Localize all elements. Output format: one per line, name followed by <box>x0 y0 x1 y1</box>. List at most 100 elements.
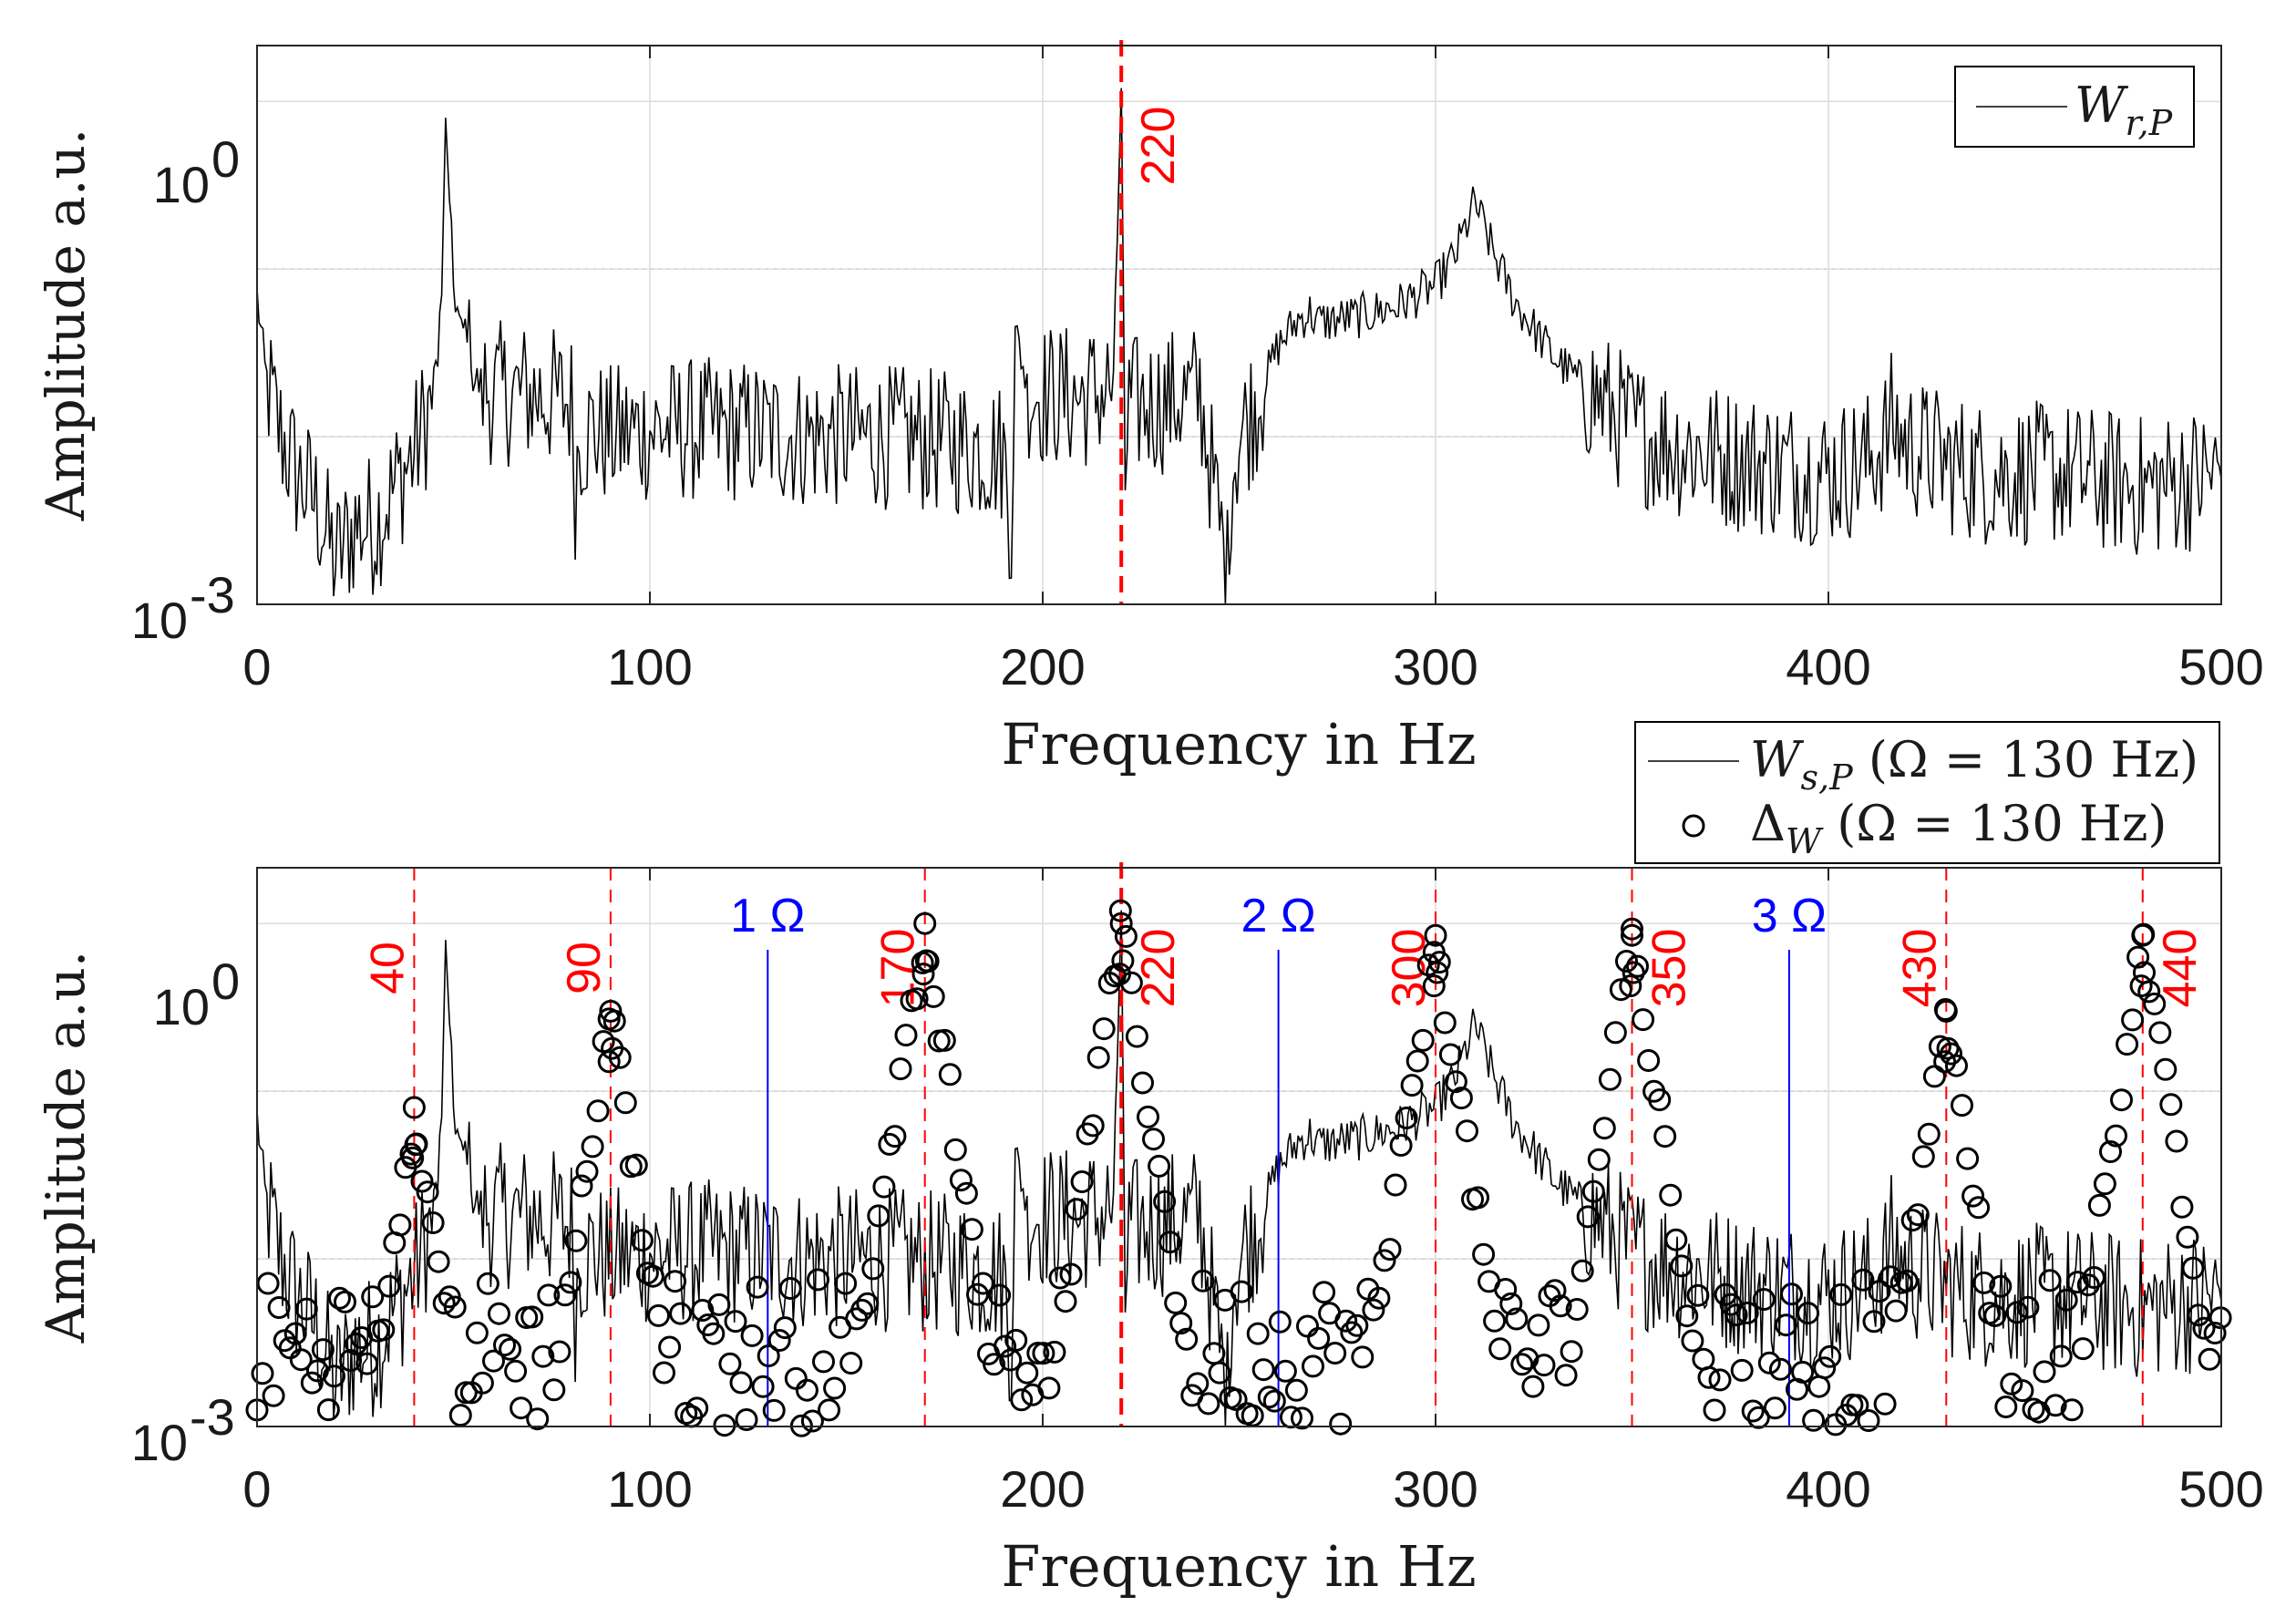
delta-w-marker-185 <box>1262 1389 1286 1413</box>
delta-w-marker-212 <box>1411 1028 1435 1052</box>
delta-w-marker-338 <box>2105 1124 2127 1148</box>
delta-w-marker-182 <box>1246 1322 1270 1345</box>
delta-w-marker-130 <box>960 1218 983 1241</box>
delta-w-marker-89 <box>735 1408 758 1431</box>
delta-w-marker-93 <box>757 1344 780 1367</box>
bottom-x-ticks: 0 100 200 300 400 500 <box>242 868 2264 1518</box>
delta-w-marker-187 <box>1273 1359 1297 1383</box>
delta-w-marker-207 <box>1384 1173 1407 1197</box>
delta-w-marker-116 <box>883 1125 907 1148</box>
delta-w-marker-211 <box>1405 1049 1429 1073</box>
delta-w-marker-317 <box>1989 1274 2013 1298</box>
delta-w-marker-67 <box>613 1091 637 1115</box>
delta-w-marker-20 <box>355 1352 379 1375</box>
delta-w-marker-190 <box>1291 1406 1313 1430</box>
delta-w-marker-138 <box>1004 1328 1028 1352</box>
delta-w-marker-303 <box>1911 1145 1935 1169</box>
delta-w-marker-227 <box>1494 1278 1518 1301</box>
delta-w-marker-376 <box>1934 999 1958 1023</box>
delta-w-marker-46 <box>499 1337 522 1361</box>
delta-w-marker-4 <box>267 1296 291 1319</box>
delta-w-marker-97 <box>778 1277 802 1300</box>
delta-w-marker-206 <box>1378 1238 1402 1262</box>
delta-w-marker-250 <box>1621 917 1643 941</box>
bottom-annotation-label-7: 440 <box>2154 929 2207 1008</box>
delta-w-marker-341 <box>2121 1008 2145 1032</box>
delta-w-marker-161 <box>1131 1071 1154 1095</box>
delta-w-marker-85 <box>713 1414 736 1437</box>
delta-w-marker-128 <box>949 1169 973 1192</box>
delta-w-marker-292 <box>1851 1268 1875 1292</box>
delta-w-marker-52 <box>531 1344 555 1368</box>
delta-w-marker-360 <box>401 1146 425 1169</box>
delta-w-marker-167 <box>1164 1291 1188 1314</box>
delta-w-marker-346 <box>2148 1021 2172 1045</box>
delta-w-marker-83 <box>702 1322 726 1345</box>
delta-w-marker-259 <box>1670 1254 1694 1278</box>
top-xtick-label-2: 200 <box>1000 638 1085 695</box>
delta-w-marker-144 <box>1037 1376 1061 1400</box>
delta-w-marker-369 <box>1108 963 1131 986</box>
delta-w-marker-312 <box>1961 1184 1985 1208</box>
delta-w-marker-209 <box>1395 1107 1418 1129</box>
delta-w-marker-222 <box>1467 1186 1489 1210</box>
delta-w-marker-319 <box>2000 1372 2023 1396</box>
top-x-ticks: 0 100 200 300 400 500 <box>242 46 2264 695</box>
delta-w-marker-51 <box>526 1407 550 1431</box>
delta-w-marker-239 <box>1560 1340 1583 1364</box>
delta-w-marker-348 <box>2159 1093 2183 1117</box>
delta-w-marker-321 <box>2011 1379 2034 1403</box>
delta-w-marker-362 <box>601 1036 624 1060</box>
delta-w-marker-94 <box>762 1398 786 1422</box>
delta-w-marker-298 <box>1884 1299 1908 1323</box>
delta-w-marker-203 <box>1362 1298 1385 1322</box>
delta-w-marker-339 <box>2110 1088 2133 1112</box>
delta-w-marker-126 <box>938 1063 962 1087</box>
delta-w-marker-114 <box>872 1175 896 1199</box>
delta-w-marker-330 <box>2060 1398 2084 1422</box>
delta-w-marker-210 <box>1400 1074 1424 1097</box>
delta-w-marker-258 <box>1664 1228 1688 1251</box>
delta-w-marker-279 <box>1780 1282 1803 1306</box>
top-ytick-label-1: 10 <box>131 592 188 649</box>
delta-w-marker-146 <box>1048 1266 1072 1290</box>
delta-w-marker-149 <box>1065 1198 1088 1221</box>
delta-w-marker-219 <box>1449 1087 1473 1110</box>
delta-w-marker-255 <box>1648 1088 1672 1112</box>
top-legend-label: Wr,P <box>2075 77 2174 143</box>
delta-w-marker-296 <box>1873 1392 1897 1416</box>
delta-w-marker-349 <box>2165 1129 2188 1153</box>
top-line-path <box>256 88 2222 605</box>
delta-w-marker-337 <box>2099 1140 2122 1163</box>
delta-w-marker-154 <box>1092 1017 1116 1041</box>
delta-w-marker-102 <box>807 1268 829 1292</box>
delta-w-marker-377 <box>1936 1036 1960 1060</box>
delta-w-marker-282 <box>1797 1302 1820 1325</box>
delta-w-marker-241 <box>1570 1259 1594 1282</box>
bottom-annotation-label-1: 90 <box>558 942 611 994</box>
top-line-series <box>256 88 2222 605</box>
delta-w-marker-217 <box>1438 1043 1462 1066</box>
delta-w-marker-81 <box>691 1299 715 1322</box>
delta-w-marker-7 <box>283 1322 307 1345</box>
delta-w-marker-84 <box>707 1293 731 1316</box>
delta-w-marker-205 <box>1373 1249 1396 1272</box>
delta-w-marker-327 <box>2044 1394 2067 1417</box>
delta-w-marker-264 <box>1697 1365 1721 1389</box>
delta-w-marker-197 <box>1329 1412 1353 1436</box>
top-xtick-label-0: 0 <box>242 638 271 695</box>
delta-w-marker-278 <box>1775 1313 1797 1337</box>
delta-w-marker-220 <box>1456 1119 1478 1143</box>
top-xtick-label-5: 500 <box>2178 638 2263 695</box>
delta-w-marker-318 <box>1994 1396 2018 1418</box>
delta-w-marker-134 <box>983 1353 1006 1376</box>
delta-w-marker-277 <box>1768 1357 1792 1381</box>
delta-w-marker-293 <box>1857 1409 1880 1432</box>
delta-w-marker-3 <box>262 1384 285 1407</box>
delta-w-marker-95 <box>767 1329 791 1352</box>
delta-w-marker-322 <box>2016 1295 2040 1319</box>
delta-w-marker-44 <box>488 1302 510 1325</box>
delta-w-marker-253 <box>1637 1049 1661 1072</box>
delta-w-marker-2 <box>256 1272 280 1295</box>
